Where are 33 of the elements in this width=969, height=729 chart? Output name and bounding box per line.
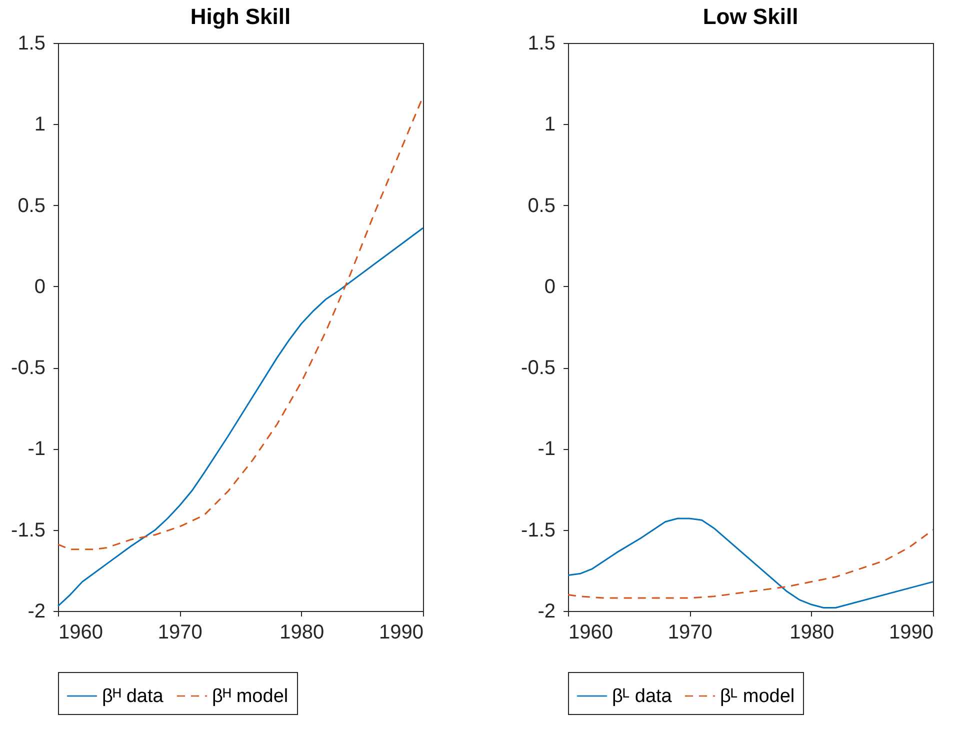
y-tick-label: -1.5 bbox=[11, 519, 46, 542]
y-tick-label: 0 bbox=[544, 276, 556, 298]
x-tick-label: 1960 bbox=[568, 622, 613, 644]
y-tick-label: -1 bbox=[538, 438, 556, 460]
y-tick-label: 1 bbox=[34, 114, 46, 136]
y-tick-label: -1 bbox=[28, 438, 46, 460]
y-tick-label: -0.5 bbox=[521, 357, 556, 380]
y-tick-label: -0.5 bbox=[11, 357, 46, 380]
y-tick-label: 0 bbox=[34, 276, 46, 298]
y-tick-label: 1.5 bbox=[18, 32, 46, 54]
y-tick-label: -2 bbox=[28, 600, 46, 622]
x-tick-label: 1980 bbox=[280, 622, 324, 644]
line-series bbox=[567, 518, 934, 609]
y-tick-label: 1 bbox=[544, 114, 556, 136]
legend-label: βᴴ data bbox=[102, 686, 164, 707]
y-tick-label: 0.5 bbox=[18, 194, 46, 217]
chart-title: High Skill bbox=[190, 4, 291, 29]
x-tick-label: 1990 bbox=[889, 622, 934, 644]
y-tick-label: 1.5 bbox=[528, 32, 556, 54]
y-tick-label: 0.5 bbox=[528, 194, 556, 217]
x-tick-label: 1970 bbox=[158, 622, 202, 644]
legend-label: βᴸ model bbox=[720, 686, 795, 707]
y-tick-label: -1.5 bbox=[521, 519, 556, 542]
x-tick-label: 1990 bbox=[379, 622, 424, 644]
x-tick-label: 1980 bbox=[790, 622, 834, 644]
line-series bbox=[567, 529, 934, 599]
chart-title: Low Skill bbox=[702, 4, 798, 29]
legend-label: βᴸ data bbox=[612, 686, 672, 707]
x-tick-label: 1960 bbox=[58, 622, 103, 644]
line-series bbox=[57, 227, 424, 607]
x-tick-label: 1970 bbox=[668, 622, 712, 644]
legend-label: βᴴ model bbox=[212, 686, 288, 707]
y-tick-label: -2 bbox=[538, 600, 556, 622]
